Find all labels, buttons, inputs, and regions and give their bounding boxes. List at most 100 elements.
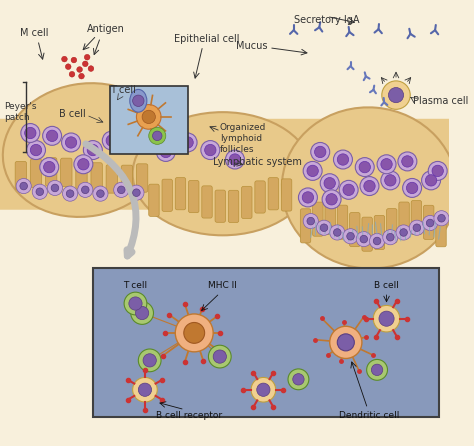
Circle shape <box>317 220 332 235</box>
Circle shape <box>226 150 245 169</box>
Circle shape <box>129 297 142 310</box>
Circle shape <box>356 231 372 247</box>
FancyBboxPatch shape <box>386 209 397 243</box>
Circle shape <box>374 306 400 332</box>
Circle shape <box>356 157 374 177</box>
FancyBboxPatch shape <box>325 201 336 235</box>
Circle shape <box>138 349 161 372</box>
Circle shape <box>334 150 353 169</box>
Circle shape <box>175 314 213 352</box>
Circle shape <box>62 56 67 62</box>
Circle shape <box>184 322 205 343</box>
FancyBboxPatch shape <box>93 268 438 417</box>
FancyBboxPatch shape <box>189 181 199 213</box>
Circle shape <box>401 156 413 167</box>
Circle shape <box>153 131 162 140</box>
Circle shape <box>40 157 59 177</box>
FancyBboxPatch shape <box>255 181 265 213</box>
Circle shape <box>367 359 387 380</box>
Circle shape <box>330 326 362 359</box>
Text: M cell: M cell <box>20 28 48 38</box>
Text: MHC II: MHC II <box>208 281 237 290</box>
Circle shape <box>74 155 93 174</box>
Circle shape <box>16 178 31 194</box>
Circle shape <box>69 71 75 77</box>
Circle shape <box>381 171 400 190</box>
Circle shape <box>257 383 270 396</box>
Circle shape <box>160 146 172 157</box>
Circle shape <box>307 217 315 225</box>
Circle shape <box>299 188 318 207</box>
FancyBboxPatch shape <box>121 165 133 194</box>
Circle shape <box>422 215 438 231</box>
FancyBboxPatch shape <box>436 213 446 247</box>
Circle shape <box>320 224 328 231</box>
Circle shape <box>138 383 152 396</box>
FancyBboxPatch shape <box>106 165 118 193</box>
FancyBboxPatch shape <box>76 160 87 189</box>
Circle shape <box>182 137 193 148</box>
FancyBboxPatch shape <box>423 205 434 240</box>
Circle shape <box>428 161 447 180</box>
Circle shape <box>426 219 434 227</box>
Circle shape <box>302 192 314 203</box>
Circle shape <box>51 184 59 192</box>
Ellipse shape <box>282 107 457 268</box>
Circle shape <box>87 145 99 156</box>
Circle shape <box>374 237 381 245</box>
FancyBboxPatch shape <box>362 217 373 251</box>
Text: Dendritic cell: Dendritic cell <box>339 411 400 420</box>
Circle shape <box>25 127 36 139</box>
Circle shape <box>324 178 336 189</box>
Circle shape <box>364 180 375 192</box>
Circle shape <box>400 229 407 236</box>
FancyBboxPatch shape <box>411 201 421 235</box>
Circle shape <box>47 180 63 195</box>
Ellipse shape <box>3 83 168 217</box>
FancyBboxPatch shape <box>0 119 452 210</box>
Circle shape <box>114 182 129 198</box>
Circle shape <box>303 161 322 180</box>
Circle shape <box>118 186 125 194</box>
Circle shape <box>63 186 78 201</box>
Circle shape <box>251 377 276 402</box>
Text: Mucus: Mucus <box>236 41 267 51</box>
Circle shape <box>131 301 154 324</box>
Circle shape <box>343 229 358 244</box>
FancyBboxPatch shape <box>149 184 159 216</box>
FancyBboxPatch shape <box>137 164 148 192</box>
Circle shape <box>66 190 74 198</box>
FancyBboxPatch shape <box>110 86 188 154</box>
Circle shape <box>43 126 62 145</box>
Circle shape <box>339 180 358 199</box>
Circle shape <box>82 186 89 194</box>
Circle shape <box>343 184 355 195</box>
Text: B cell receptor: B cell receptor <box>156 411 223 420</box>
FancyBboxPatch shape <box>228 190 239 223</box>
Circle shape <box>347 232 355 240</box>
Circle shape <box>62 133 81 152</box>
Circle shape <box>402 178 421 198</box>
Circle shape <box>303 214 319 229</box>
FancyBboxPatch shape <box>399 202 409 236</box>
FancyBboxPatch shape <box>30 159 42 187</box>
Circle shape <box>201 140 220 160</box>
FancyBboxPatch shape <box>46 158 57 186</box>
Circle shape <box>311 142 330 161</box>
Circle shape <box>337 154 349 165</box>
Circle shape <box>396 225 411 240</box>
Circle shape <box>383 230 398 245</box>
Circle shape <box>137 104 161 129</box>
Circle shape <box>293 374 304 385</box>
Circle shape <box>388 87 403 103</box>
FancyBboxPatch shape <box>301 209 311 243</box>
Circle shape <box>32 184 47 199</box>
Circle shape <box>326 194 337 205</box>
Circle shape <box>384 175 396 186</box>
Circle shape <box>83 140 102 160</box>
FancyBboxPatch shape <box>15 161 27 190</box>
FancyBboxPatch shape <box>350 213 360 247</box>
Circle shape <box>360 177 379 195</box>
Circle shape <box>209 345 231 368</box>
Ellipse shape <box>133 112 313 235</box>
